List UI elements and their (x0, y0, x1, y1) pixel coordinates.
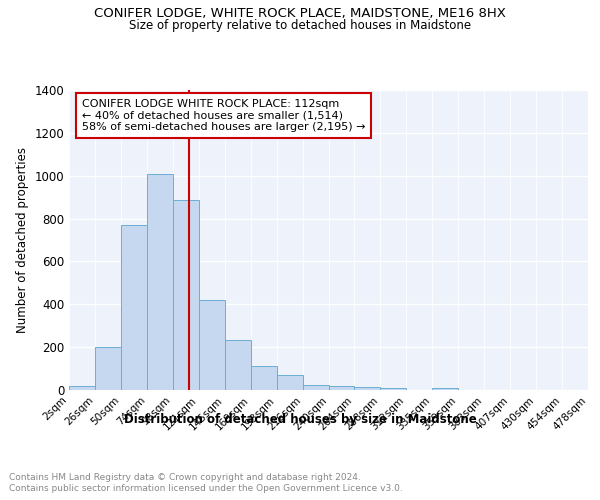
Bar (355, 387, 380, 390)
Text: Contains HM Land Registry data © Crown copyright and database right 2024.: Contains HM Land Registry data © Crown c… (9, 472, 361, 482)
Bar (329, 386, 355, 390)
Bar (121, 225, 147, 390)
Bar (147, 174, 173, 390)
Bar (251, 366, 277, 390)
Bar (433, 388, 458, 390)
Bar (302, 384, 329, 390)
Bar (173, 200, 199, 390)
Text: Size of property relative to detached houses in Maidstone: Size of property relative to detached ho… (129, 18, 471, 32)
Y-axis label: Number of detached properties: Number of detached properties (16, 147, 29, 333)
Text: CONIFER LODGE WHITE ROCK PLACE: 112sqm
← 40% of detached houses are smaller (1,5: CONIFER LODGE WHITE ROCK PLACE: 112sqm ←… (82, 99, 365, 132)
Bar (199, 300, 224, 390)
Text: Distribution of detached houses by size in Maidstone: Distribution of detached houses by size … (124, 412, 476, 426)
Text: CONIFER LODGE, WHITE ROCK PLACE, MAIDSTONE, ME16 8HX: CONIFER LODGE, WHITE ROCK PLACE, MAIDSTO… (94, 8, 506, 20)
Bar (277, 375, 302, 390)
Bar (95, 347, 121, 390)
Text: Contains public sector information licensed under the Open Government Licence v3: Contains public sector information licen… (9, 484, 403, 493)
Bar (225, 340, 251, 390)
Bar (380, 388, 406, 390)
Bar (69, 386, 95, 390)
